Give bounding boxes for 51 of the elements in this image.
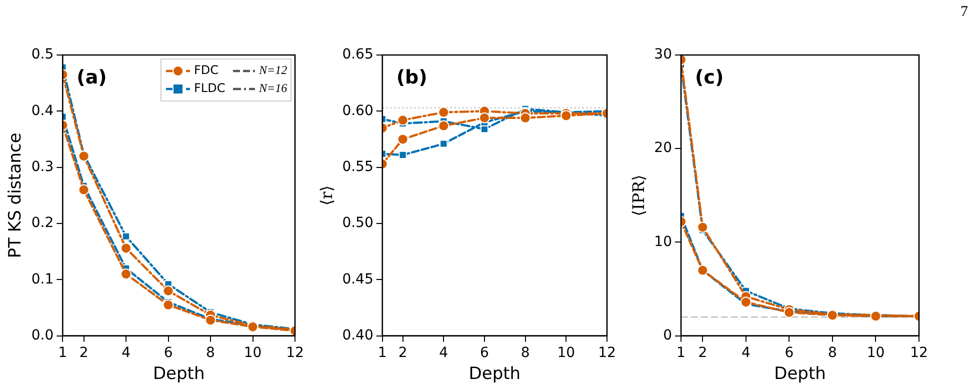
x-tick-label: 10 bbox=[244, 344, 262, 361]
x-tick-label: 4 bbox=[741, 344, 750, 361]
y-tick-label: 0 bbox=[663, 327, 672, 344]
x-tick-label: 6 bbox=[480, 344, 490, 361]
text: (c) bbox=[695, 66, 724, 88]
y-tick-label: 0.65 bbox=[342, 46, 374, 63]
y-tick-label: 0.2 bbox=[31, 215, 54, 232]
text: (a) bbox=[76, 66, 107, 88]
y-axis-title: PT KS distance bbox=[6, 132, 26, 258]
x-tick-label: 12 bbox=[910, 344, 928, 361]
y-tick-label: 0.0 bbox=[31, 327, 54, 344]
y-axis-title: ⟨IPR⟩ bbox=[628, 174, 648, 216]
y-tick-label: 0.45 bbox=[342, 271, 374, 288]
x-tick-label: 1 bbox=[378, 344, 387, 361]
annotation: N=12 bbox=[258, 63, 288, 78]
x-tick-label: 2 bbox=[79, 344, 88, 361]
y-tick-label: 0.50 bbox=[342, 215, 374, 232]
y-tick-label: 0.60 bbox=[342, 102, 374, 119]
annotation: N=16 bbox=[258, 81, 288, 96]
y-tick-label: 0.40 bbox=[342, 327, 374, 344]
x-tick-label: 4 bbox=[122, 344, 131, 361]
x-tick-label: 1 bbox=[58, 344, 68, 361]
y-tick-label: 0.5 bbox=[31, 46, 54, 63]
y-tick-label: 30 bbox=[654, 46, 672, 63]
legend-label: FDC bbox=[194, 63, 219, 78]
x-tick-label: 6 bbox=[784, 344, 794, 361]
x-tick-label: 2 bbox=[398, 344, 408, 361]
x-tick-label: 8 bbox=[828, 344, 837, 361]
x-tick-label: 10 bbox=[866, 344, 885, 361]
x-axis-title: Depth bbox=[152, 364, 205, 384]
x-tick-label: 8 bbox=[206, 344, 215, 361]
text: (b) bbox=[396, 66, 428, 88]
x-tick-label: 8 bbox=[520, 344, 530, 361]
x-axis-title: Depth bbox=[468, 364, 521, 384]
x-tick-label: 10 bbox=[557, 344, 576, 361]
y-tick-label: 0.55 bbox=[342, 158, 374, 175]
x-tick-label: 2 bbox=[698, 344, 708, 361]
x-tick-label: 12 bbox=[286, 344, 304, 361]
x-tick-label: 1 bbox=[676, 344, 686, 361]
y-tick-label: 0.1 bbox=[31, 271, 54, 288]
y-tick-label: 0.3 bbox=[31, 158, 54, 175]
legend-label: FLDC bbox=[194, 81, 226, 96]
y-tick-label: 10 bbox=[654, 234, 672, 250]
x-tick-label: 6 bbox=[164, 344, 173, 361]
y-tick-label: 20 bbox=[654, 140, 672, 156]
y-axis-title: ⟨r⟩ bbox=[316, 185, 336, 206]
x-axis-title: Depth bbox=[774, 364, 826, 384]
text: 7 bbox=[960, 4, 968, 21]
y-tick-label: 0.4 bbox=[31, 102, 54, 119]
x-tick-label: 12 bbox=[598, 344, 616, 361]
x-tick-label: 4 bbox=[439, 344, 448, 361]
